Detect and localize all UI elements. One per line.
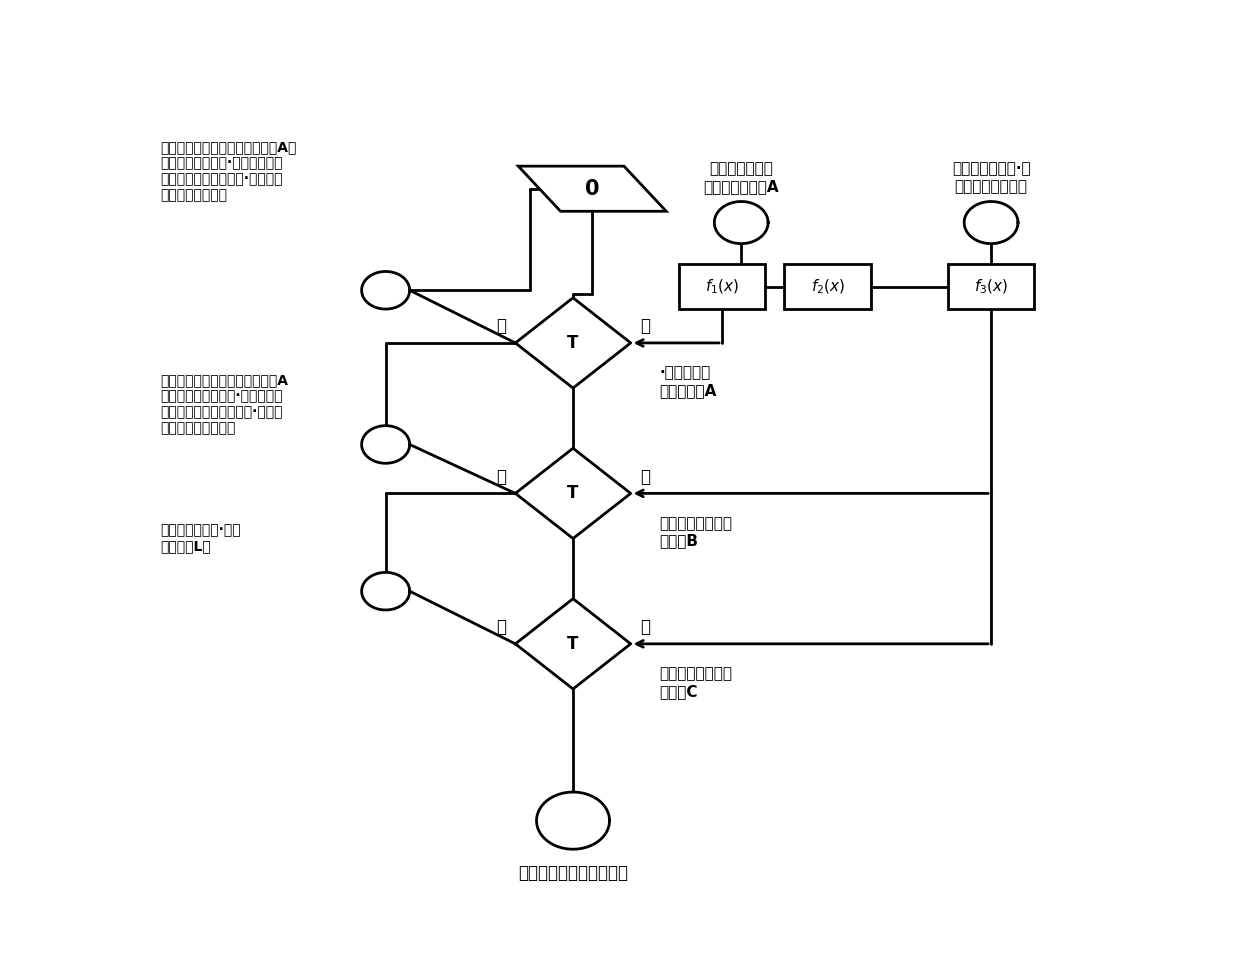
Text: 中速磨煤机出口·次风
速度小于L时: 中速磨煤机出口·次风 速度小于L时 <box>160 524 241 554</box>
Text: $f_1(x)$: $f_1(x)$ <box>704 277 739 296</box>
Text: 一次风压力设定值修正量: 一次风压力设定值修正量 <box>518 865 627 882</box>
Text: 中速磨煤机出口
温度实际测量值A: 中速磨煤机出口 温度实际测量值A <box>703 161 779 194</box>
Text: $f_3(x)$: $f_3(x)$ <box>973 277 1008 296</box>
Polygon shape <box>965 201 1018 243</box>
Polygon shape <box>362 272 409 309</box>
Polygon shape <box>362 573 409 610</box>
Text: $f_2(x)$: $f_2(x)$ <box>811 277 844 296</box>
Text: 否: 否 <box>496 468 506 486</box>
Text: 一次风压力设定值
修正量C: 一次风压力设定值 修正量C <box>660 666 733 699</box>
Text: 中速磨煤机出口温度实际测量值A高
于报警值，同时热·次风调节门开
度到达下限值，并且冷·次风调节
门开度到达上限值: 中速磨煤机出口温度实际测量值A高 于报警值，同时热·次风调节门开 度到达下限值，… <box>160 140 296 202</box>
Text: 是: 是 <box>640 618 650 636</box>
Text: 否: 否 <box>496 618 506 636</box>
Text: 一次风压力设定值
修正量B: 一次风压力设定值 修正量B <box>660 516 733 548</box>
Polygon shape <box>516 298 631 388</box>
Text: 否: 否 <box>496 318 506 335</box>
Text: T: T <box>568 635 579 653</box>
Text: 是: 是 <box>640 468 650 486</box>
FancyBboxPatch shape <box>947 264 1034 309</box>
Text: T: T <box>568 334 579 352</box>
Text: ·次风压力设
定值修正量A: ·次风压力设 定值修正量A <box>660 365 717 398</box>
Text: 中速磨煤机出口·次
风速度实际测量值: 中速磨煤机出口·次 风速度实际测量值 <box>952 161 1030 194</box>
FancyBboxPatch shape <box>678 264 765 309</box>
Text: 中速磨煤机出口温度实际测量值A
低于报警值，同时热·次风调节门
开度到达上限值，并且冷·次风调
节门开度到达下限值: 中速磨煤机出口温度实际测量值A 低于报警值，同时热·次风调节门 开度到达上限值，… <box>160 373 288 436</box>
Polygon shape <box>516 448 631 538</box>
Text: 0: 0 <box>585 179 599 198</box>
Polygon shape <box>537 792 610 849</box>
Text: 是: 是 <box>640 318 650 335</box>
Polygon shape <box>362 426 409 463</box>
Polygon shape <box>516 599 631 689</box>
Polygon shape <box>714 201 768 243</box>
FancyBboxPatch shape <box>785 264 870 309</box>
Text: T: T <box>568 485 579 502</box>
Polygon shape <box>518 166 666 211</box>
